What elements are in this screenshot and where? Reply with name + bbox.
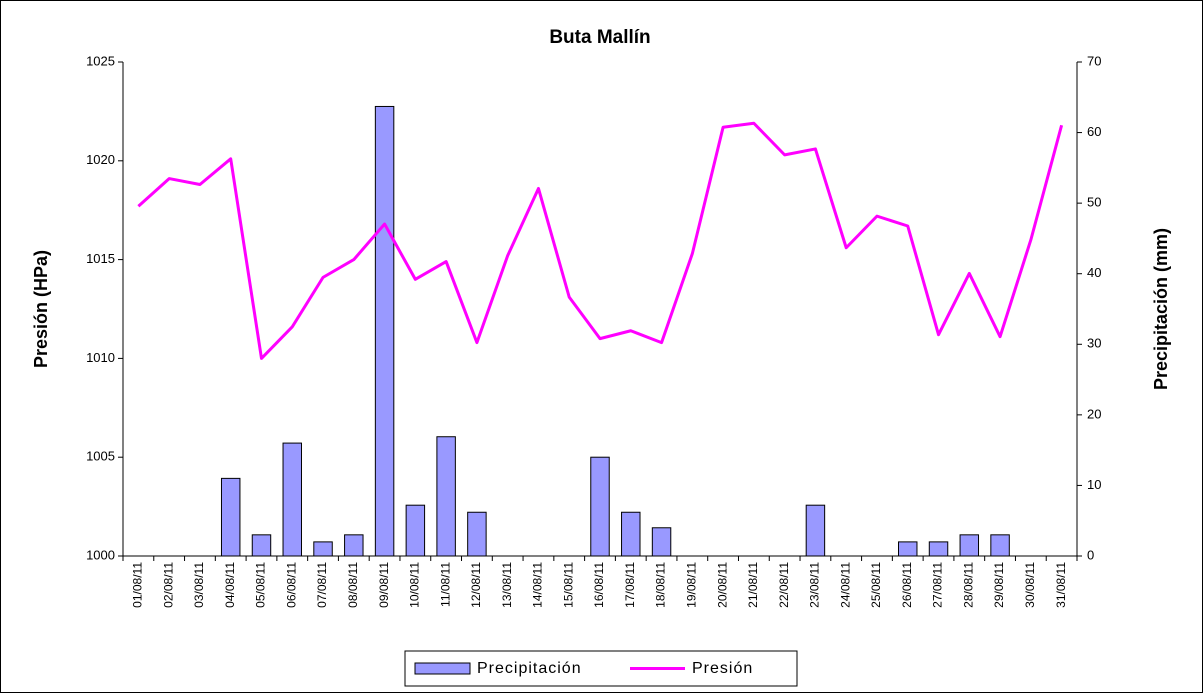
bar — [374, 105, 395, 557]
y-tick-label: 1025 — [86, 53, 115, 68]
y-tick-label: 1010 — [86, 350, 115, 365]
y-tick-label: 1020 — [86, 152, 115, 167]
x-tick-label: 19/08/11 — [684, 562, 698, 608]
x-tick-label: 27/08/11 — [931, 562, 945, 608]
x-tick-label: 22/08/11 — [777, 562, 791, 608]
bar — [621, 511, 641, 557]
x-tick-label: 20/08/11 — [715, 562, 729, 608]
y2-tick-label: 50 — [1087, 195, 1101, 210]
y2-tick-label: 60 — [1087, 124, 1101, 139]
legend-swatch — [414, 662, 471, 675]
bar — [590, 456, 610, 557]
x-tick-label: 01/08/11 — [131, 562, 145, 608]
x-tick-label: 29/08/11 — [992, 562, 1006, 608]
y-tick-label: 1015 — [86, 251, 115, 266]
bar — [251, 534, 272, 557]
bar — [959, 534, 980, 557]
x-tick-label: 10/08/11 — [408, 562, 422, 608]
x-tick-label: 05/08/11 — [254, 562, 268, 608]
x-tick-label: 23/08/11 — [808, 562, 822, 608]
y2-tick-label: 10 — [1087, 477, 1101, 492]
bar — [220, 477, 241, 557]
bar — [282, 442, 302, 557]
x-tick-label: 26/08/11 — [900, 562, 914, 608]
x-tick-label: 06/08/11 — [284, 562, 298, 608]
bar — [651, 527, 672, 557]
bar — [467, 511, 487, 557]
bar — [436, 436, 456, 557]
x-tick-label: 24/08/11 — [838, 562, 852, 608]
y2-tick-label: 0 — [1087, 547, 1094, 562]
x-tick-label: 14/08/11 — [531, 562, 545, 608]
y2-tick-label: 20 — [1087, 406, 1101, 421]
y2-tick-label: 30 — [1087, 336, 1101, 351]
x-tick-label: 13/08/11 — [500, 562, 514, 608]
x-tick-label: 08/08/11 — [346, 562, 360, 608]
bar — [898, 541, 918, 557]
y-tick-label: 1000 — [86, 547, 115, 562]
x-tick-label: 04/08/11 — [223, 562, 237, 608]
x-tick-label: 11/08/11 — [438, 562, 452, 607]
y-tick-label: 1005 — [86, 449, 115, 464]
x-tick-label: 21/08/11 — [746, 562, 760, 608]
bar — [405, 504, 426, 557]
x-tick-label: 28/08/11 — [961, 562, 975, 608]
y2-tick-label: 70 — [1087, 53, 1101, 68]
x-tick-label: 30/08/11 — [1023, 562, 1037, 608]
line — [137, 121, 1064, 360]
y2-tick-label: 40 — [1087, 265, 1101, 280]
x-tick-label: 09/08/11 — [377, 562, 391, 608]
x-tick-label: 18/08/11 — [654, 562, 668, 608]
legend-label: Precipitación — [477, 660, 582, 677]
legend-label: Presión — [692, 660, 753, 677]
x-tick-label: 25/08/11 — [869, 562, 883, 608]
x-tick-label: 16/08/11 — [592, 562, 606, 608]
x-tick-label: 07/08/11 — [315, 562, 329, 608]
x-tick-label: 15/08/11 — [561, 562, 575, 608]
bar — [990, 534, 1010, 557]
bar — [928, 541, 949, 557]
bar — [805, 504, 826, 557]
x-tick-label: 02/08/11 — [161, 562, 175, 608]
x-tick-label: 03/08/11 — [192, 562, 206, 608]
y2-axis-label: Precipitación (mm) — [1151, 228, 1171, 390]
x-tick-label: 12/08/11 — [469, 562, 483, 608]
x-tick-label: 17/08/11 — [623, 562, 637, 608]
chart-title: Buta Mallín — [549, 27, 650, 48]
bar — [313, 541, 333, 557]
bar — [344, 534, 364, 557]
x-tick-label: 31/08/11 — [1054, 562, 1068, 608]
y-axis-label: Presión (HPa) — [31, 250, 51, 368]
